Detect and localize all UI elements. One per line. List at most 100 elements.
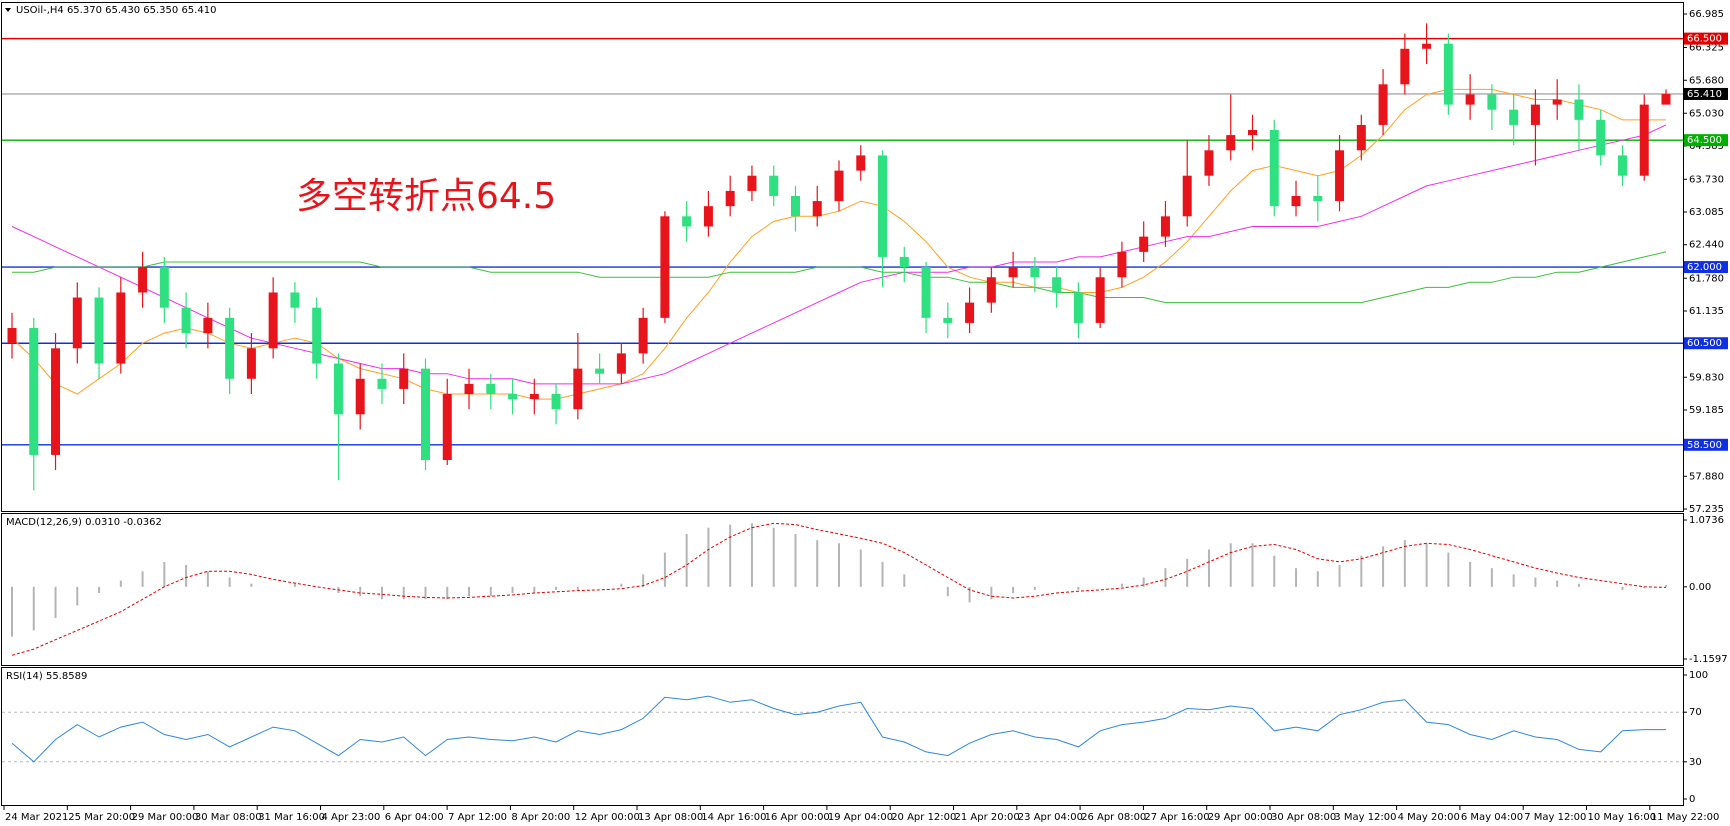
x-tick-label: 26 Apr 08:00 [1081, 812, 1146, 823]
candle-body [1443, 43, 1453, 105]
candle-body [333, 363, 343, 415]
price-panel-frame [1, 2, 1684, 512]
candle-body [225, 317, 235, 379]
level-label: 65.410 [1687, 89, 1722, 100]
x-tick-label: 16 Apr 00:00 [765, 812, 830, 823]
candle-body [573, 368, 583, 410]
candle-body [1617, 155, 1627, 176]
y-tick-label: 70 [1689, 707, 1702, 718]
candle-body [965, 302, 975, 323]
candle-body [812, 201, 822, 217]
x-tick-label: 4 May 20:00 [1398, 812, 1460, 823]
candle-body [181, 307, 191, 334]
candle-body [1117, 251, 1127, 278]
candle-body [747, 175, 757, 191]
candle-body [1182, 175, 1192, 217]
annotation: 多空转折点64.5 [296, 176, 556, 217]
x-tick-label: 30 Apr 08:00 [1271, 812, 1336, 823]
candle-body [529, 394, 539, 400]
x-tick-label: 12 Apr 00:00 [575, 812, 640, 823]
menu-triangle [5, 8, 11, 12]
line [12, 251, 1667, 304]
candle-body [464, 383, 474, 395]
x-tick-label: 3 May 12:00 [1334, 812, 1396, 823]
candle-body [703, 206, 713, 227]
candle-body [834, 170, 844, 202]
x-tick-label: 11 May 22:00 [1651, 812, 1720, 823]
y-tick-label: 57.235 [1689, 504, 1724, 515]
level-label-box [1684, 134, 1728, 147]
level-label-box [1684, 337, 1728, 350]
x-tick-label: 7 May 12:00 [1524, 812, 1586, 823]
x-tick-label: 29 Mar 00:00 [132, 812, 199, 823]
level-label: 64.500 [1687, 135, 1722, 146]
candle-body [1008, 267, 1018, 278]
x-tick-label: 8 Apr 20:00 [511, 812, 570, 823]
line [11, 522, 1667, 656]
price-title: USOil-,H4 65.370 65.430 65.350 65.410 [16, 5, 216, 16]
candle-body [1052, 277, 1062, 293]
candle-body [29, 328, 39, 455]
candle-body [290, 292, 300, 308]
y-tick-label: 100 [1689, 670, 1708, 681]
candle-body [899, 256, 909, 268]
y-tick-label: 62.440 [1689, 240, 1724, 251]
level-label: 62.000 [1687, 262, 1722, 273]
y-tick-label: 65.680 [1689, 75, 1724, 86]
x-tick-label: 20 Apr 12:00 [891, 812, 956, 823]
x-tick-label: 10 May 16:00 [1588, 812, 1657, 823]
candle-body [7, 328, 17, 344]
candle-body [551, 394, 561, 410]
candle-body [116, 292, 126, 364]
x-tick-label: 6 Apr 04:00 [385, 812, 444, 823]
line [11, 124, 1667, 385]
candle-body [312, 307, 322, 364]
candle-body [1552, 99, 1562, 105]
candle-body [1574, 99, 1584, 120]
candle-body [246, 348, 256, 379]
candle-body [203, 317, 213, 334]
line [11, 695, 1666, 763]
candle-body [1509, 109, 1519, 125]
x-tick-label: 21 Apr 20:00 [955, 812, 1020, 823]
x-tick-label: 25 Mar 20:00 [68, 812, 135, 823]
candle-body [1139, 236, 1149, 252]
level-label: 66.500 [1687, 34, 1722, 45]
rsi-title: RSI(14) 55.8589 [6, 671, 87, 682]
candle-body [1248, 130, 1257, 136]
y-tick-label: 63.085 [1689, 207, 1724, 218]
candle-body [1335, 150, 1345, 202]
x-tick-label: 7 Apr 12:00 [448, 812, 507, 823]
y-tick-label: 61.780 [1689, 273, 1724, 284]
y-tick-label: 63.730 [1689, 174, 1724, 185]
candle-body [1204, 150, 1214, 176]
x-tick-label: 19 Apr 04:00 [828, 812, 893, 823]
macd-panel-frame [1, 513, 1684, 666]
x-tick-label: 6 May 04:00 [1461, 812, 1523, 823]
y-tick-label: 30 [1689, 757, 1702, 768]
candle-body [1095, 277, 1105, 323]
level-label: 58.500 [1687, 440, 1722, 451]
y-tick-label: 57.880 [1689, 471, 1724, 482]
y-tick-label: 59.830 [1689, 372, 1724, 383]
candle-body [638, 317, 648, 354]
x-tick-label: 29 Apr 00:00 [1208, 812, 1273, 823]
candle-body [51, 348, 61, 455]
macd-title: MACD(12,26,9) 0.0310 -0.0362 [6, 517, 162, 528]
y-tick-label: 0 [1689, 794, 1695, 805]
level-label-box [1684, 261, 1728, 274]
level-label: 60.500 [1687, 338, 1722, 349]
candle-body [1313, 196, 1323, 202]
candle-body [1269, 130, 1279, 207]
candle-body [943, 317, 953, 323]
candle-body [1291, 196, 1301, 207]
y-tick-label: -1.1597 [1689, 654, 1728, 665]
y-tick-label: 65.030 [1689, 108, 1724, 119]
candle-body [268, 292, 278, 349]
candle-body [1073, 292, 1083, 323]
candle-body [1226, 135, 1236, 151]
candle-body [1487, 94, 1497, 110]
candle-body [878, 155, 888, 257]
